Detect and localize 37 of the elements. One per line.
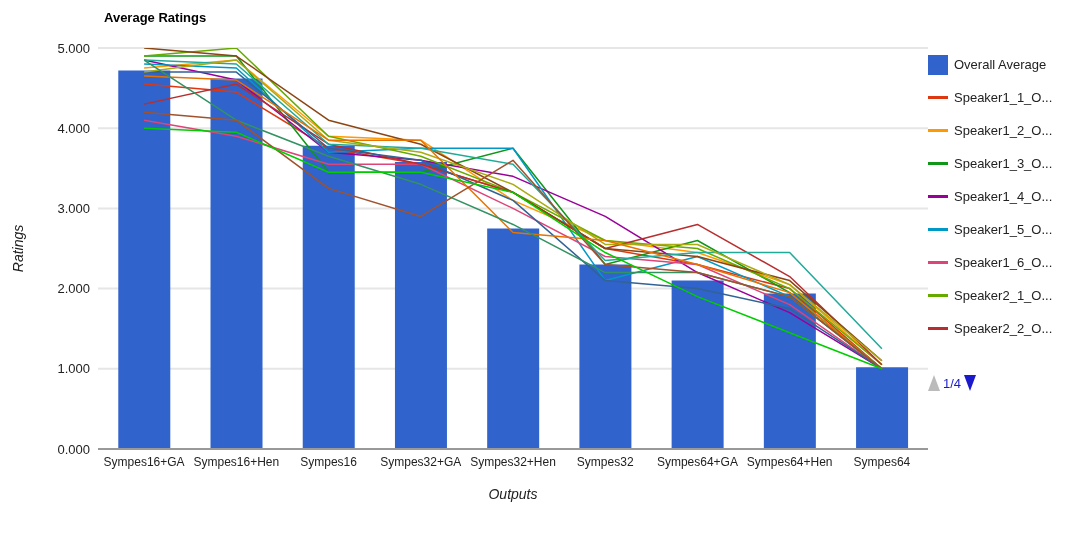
x-axis-title: Outputs <box>488 486 538 502</box>
x-tick-label: Sympes16 <box>300 454 358 469</box>
y-tick-label: 3.000 <box>57 201 90 217</box>
legend-label: Speaker1_3_O... <box>954 156 1053 171</box>
bar <box>302 145 355 449</box>
legend-label: Speaker1_2_O... <box>954 123 1053 138</box>
bar <box>856 367 909 449</box>
y-axis-title: Ratings <box>9 224 26 273</box>
text: 1/4 <box>943 375 962 391</box>
bar <box>394 161 447 449</box>
x-tick-label: Sympes32+GA <box>380 454 462 469</box>
bar <box>579 264 632 449</box>
x-tick-label: Sympes16+Hen <box>193 454 280 469</box>
legend-label: Speaker1_4_O... <box>954 189 1053 204</box>
legend-label: Speaker1_1_O... <box>954 90 1053 105</box>
x-tick-label: Sympes32 <box>576 454 634 469</box>
legend-label: Speaker1_6_O... <box>954 255 1053 270</box>
y-tick-label: 5.000 <box>57 40 90 56</box>
x-tick-label: Sympes32+Hen <box>470 454 556 469</box>
x-tick-label: Sympes16+GA <box>103 454 185 469</box>
x-tick-label: Sympes64+Hen <box>746 454 833 469</box>
chart-title: Average Ratings <box>104 10 207 25</box>
legend-label: Speaker1_5_O... <box>954 222 1053 237</box>
y-tick-label: 0.000 <box>57 441 90 457</box>
bar <box>763 293 816 449</box>
x-tick-label: Sympes64+GA <box>656 454 738 469</box>
bar <box>487 228 540 449</box>
x-tick-label: Sympes64 <box>853 454 911 469</box>
y-tick-label: 4.000 <box>57 120 90 136</box>
legend-label: Speaker2_2_O... <box>954 321 1053 336</box>
bar <box>210 78 263 449</box>
y-tick-label: 2.000 <box>57 281 90 297</box>
legend-label: Overall Average <box>954 57 1047 72</box>
y-tick-label: 1.000 <box>57 361 90 377</box>
legend-label: Speaker2_1_O... <box>954 288 1053 303</box>
bar <box>671 280 724 449</box>
bar <box>118 70 171 449</box>
